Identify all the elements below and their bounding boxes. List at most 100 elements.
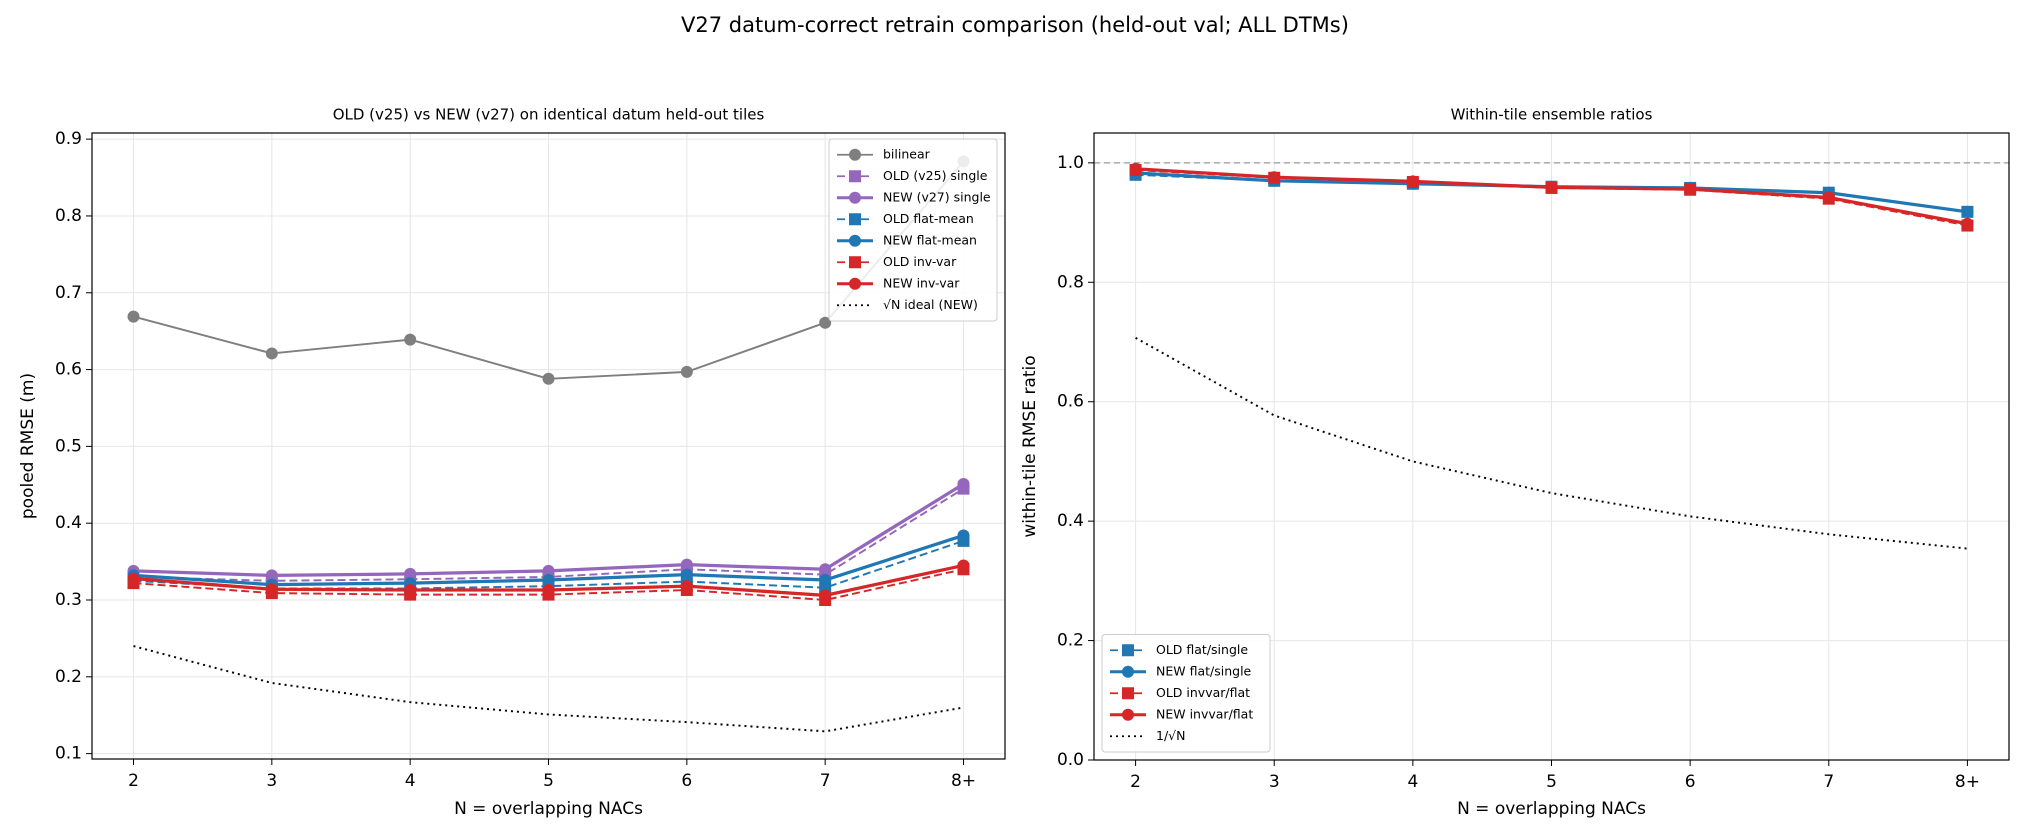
marker	[1961, 205, 1974, 218]
legend-box	[828, 138, 998, 322]
figure-title: V27 datum-correct retrain comparison (he…	[681, 13, 1349, 37]
marker	[1961, 217, 1974, 230]
marker	[957, 559, 970, 572]
y-tick-label: 0.8	[55, 206, 82, 226]
marker	[542, 564, 555, 577]
y-tick-label: 0.3	[55, 590, 82, 610]
marker	[819, 316, 832, 329]
x-tick-label: 3	[1269, 772, 1280, 792]
marker	[1684, 183, 1697, 196]
y-axis-label: within-tile RMSE ratio	[1020, 355, 1040, 537]
plot-frame	[91, 132, 1006, 760]
marker	[265, 347, 278, 360]
marker	[127, 310, 140, 323]
marker	[1129, 162, 1142, 175]
marker	[680, 580, 693, 593]
marker	[849, 213, 861, 226]
marker	[1268, 171, 1281, 184]
y-tick-label: 0.5	[55, 436, 82, 456]
x-tick-label: 6	[681, 771, 692, 791]
x-tick-label: 8+	[951, 771, 976, 791]
y-tick-label: 0.2	[55, 667, 82, 687]
marker	[849, 191, 861, 204]
marker	[680, 568, 693, 581]
x-tick-label: 5	[1546, 772, 1557, 792]
y-tick-label: 0.8	[1057, 272, 1084, 292]
legend-label: OLD invvar/flat	[1156, 685, 1250, 700]
marker	[957, 529, 970, 542]
plot-frame	[1093, 132, 2010, 761]
y-tick-label: 1.0	[1057, 153, 1084, 173]
y-tick-label: 0.0	[1057, 750, 1084, 770]
marker	[404, 584, 417, 597]
legend-label: NEW (v27) single	[883, 189, 991, 204]
series-line	[133, 645, 964, 733]
marker	[1545, 181, 1558, 194]
marker	[404, 567, 417, 580]
marker	[1406, 175, 1419, 188]
legend-label: NEW flat/single	[1156, 663, 1252, 678]
legend-label: NEW inv-var	[883, 275, 960, 290]
y-axis-label: pooled RMSE (m)	[18, 373, 38, 519]
marker	[957, 478, 970, 491]
marker	[849, 256, 861, 269]
legend-label: NEW invvar/flat	[1156, 706, 1253, 721]
marker	[849, 148, 861, 161]
y-tick-label: 0.2	[1057, 631, 1084, 651]
marker	[265, 569, 278, 582]
legend-label: OLD flat-mean	[883, 211, 974, 226]
y-tick-label: 0.4	[55, 513, 82, 533]
y-tick-label: 0.9	[55, 129, 82, 149]
y-tick-label: 0.4	[1057, 511, 1084, 531]
legend-label: OLD inv-var	[883, 254, 957, 269]
marker	[1122, 687, 1134, 700]
marker	[849, 170, 861, 183]
marker	[849, 234, 861, 247]
marker	[542, 372, 555, 385]
legend-label: bilinear	[883, 146, 931, 161]
marker	[819, 563, 832, 576]
marker	[819, 574, 832, 587]
y-tick-label: 0.6	[1057, 392, 1084, 412]
marker	[542, 584, 555, 597]
marker	[680, 365, 693, 378]
x-tick-label: 4	[1407, 772, 1418, 792]
legend-label: OLD flat/single	[1156, 642, 1248, 657]
marker	[1122, 665, 1134, 678]
marker	[819, 589, 832, 602]
x-tick-label: 7	[820, 771, 831, 791]
x-axis-label: N = overlapping NACs	[1457, 799, 1646, 819]
legend: OLD flat/single NEW flat/single OLD invvar…	[1101, 634, 1271, 753]
marker	[127, 572, 140, 585]
legend-label: 1/√N	[1156, 728, 1185, 743]
x-tick-label: 2	[128, 771, 139, 791]
marker	[542, 574, 555, 587]
legend: bilinear OLD (v25) single NEW (v27) single…	[828, 138, 998, 322]
x-tick-label: 3	[266, 771, 277, 791]
series-line	[1135, 336, 1968, 550]
y-tick-label: 0.1	[55, 744, 82, 764]
marker	[1822, 191, 1835, 204]
x-tick-label: 2	[1130, 772, 1141, 792]
x-tick-label: 5	[543, 771, 554, 791]
marker	[680, 558, 693, 571]
x-axis-label: N = overlapping NACs	[454, 799, 643, 819]
x-tick-label: 7	[1823, 772, 1834, 792]
y-tick-label: 0.6	[55, 360, 82, 380]
legend-label: √N ideal (NEW)	[883, 297, 978, 312]
legend-label: NEW flat-mean	[883, 232, 977, 247]
marker	[849, 277, 861, 290]
x-tick-label: 6	[1685, 772, 1696, 792]
subplot-title: OLD (v25) vs NEW (v27) on identical datu…	[333, 106, 765, 124]
x-tick-label: 4	[405, 771, 416, 791]
x-tick-label: 8+	[1955, 772, 1980, 792]
legend-box	[1101, 634, 1271, 753]
subplot-title: Within-tile ensemble ratios	[1451, 106, 1653, 124]
legend-label: OLD (v25) single	[883, 168, 988, 183]
marker	[265, 583, 278, 596]
marker	[1122, 708, 1134, 721]
marker	[1122, 644, 1134, 657]
y-tick-label: 0.7	[55, 283, 82, 303]
